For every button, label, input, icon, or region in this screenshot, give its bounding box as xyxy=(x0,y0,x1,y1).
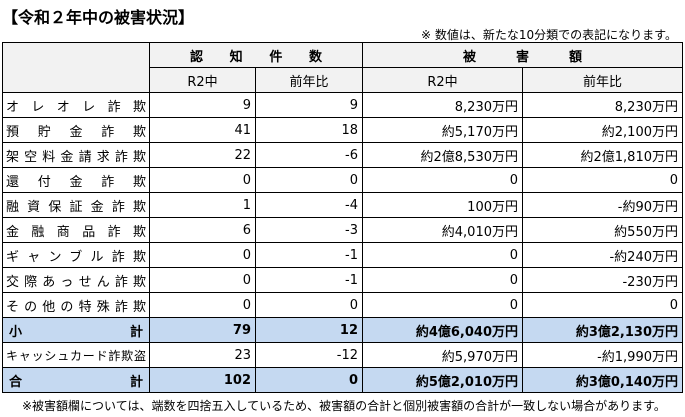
cell: 約5億2,010万円 xyxy=(362,367,523,393)
cell: 0 xyxy=(522,167,683,193)
cell: 約5,970万円 xyxy=(362,342,523,368)
note: ※ 数値は、新たな10分類での表記になります。 xyxy=(421,28,677,42)
cell: 0 xyxy=(149,267,256,293)
cell: -4 xyxy=(255,192,363,218)
table-row: 交際あっせん詐欺 0 -1 0 -230万円 xyxy=(2,267,683,293)
table-row: 合計 102 0 約5億2,010万円 約3億0,140万円 xyxy=(2,367,683,393)
sub-header: 前年比 xyxy=(255,67,363,93)
row-label: 還付金詐欺 xyxy=(2,167,150,193)
cell: 8,230万円 xyxy=(362,92,523,118)
cell: 100万円 xyxy=(362,192,523,218)
table-row: その他の特殊詐欺 0 0 0 0 xyxy=(2,292,683,318)
sub-header: R2中 xyxy=(149,67,256,93)
cell: 0 xyxy=(362,167,523,193)
cell: -1 xyxy=(255,242,363,268)
cell: 約3億0,140万円 xyxy=(522,367,683,393)
row-label: 小計 xyxy=(2,317,150,343)
cell: -12 xyxy=(255,342,363,368)
cell: 23 xyxy=(149,342,256,368)
cell: 0 xyxy=(255,292,363,318)
row-label: ギャンブル詐欺 xyxy=(2,242,150,268)
row-label: 架空料金請求詐欺 xyxy=(2,142,150,168)
cell: 79 xyxy=(149,317,256,343)
cell: 約550万円 xyxy=(522,217,683,243)
table-row: 預貯金詐欺 41 18 約5,170万円 約2,100万円 xyxy=(2,117,683,143)
cell: 0 xyxy=(149,242,256,268)
group-header: 被害額 xyxy=(362,42,683,68)
row-label: 合計 xyxy=(2,367,150,393)
table-row: ギャンブル詐欺 0 -1 0 -約240万円 xyxy=(2,242,683,268)
table-row: オレオレ詐欺 9 9 8,230万円 8,230万円 xyxy=(2,92,683,118)
sub-header: R2中 xyxy=(362,67,523,93)
cell: 0 xyxy=(522,292,683,318)
row-label: その他の特殊詐欺 xyxy=(2,292,150,318)
cell: 約4,010万円 xyxy=(362,217,523,243)
row-label: 金融商品詐欺 xyxy=(2,217,150,243)
cell: -1 xyxy=(255,267,363,293)
cell: 9 xyxy=(149,92,256,118)
corner-cell xyxy=(2,42,150,93)
cell: 102 xyxy=(149,367,256,393)
cell: 9 xyxy=(255,92,363,118)
table-row: 架空料金請求詐欺 22 -6 約2億8,530万円 約2億1,810万円 xyxy=(2,142,683,168)
row-label: 交際あっせん詐欺 xyxy=(2,267,150,293)
cell: 41 xyxy=(149,117,256,143)
sub-header: 前年比 xyxy=(522,67,683,93)
cell: 22 xyxy=(149,142,256,168)
cell: 0 xyxy=(149,167,256,193)
cell: 約5,170万円 xyxy=(362,117,523,143)
group-header: 認知件数 xyxy=(149,42,363,68)
table-row: 還付金詐欺 0 0 0 0 xyxy=(2,167,683,193)
cell: 8,230万円 xyxy=(522,92,683,118)
cell: 6 xyxy=(149,217,256,243)
table-row: 小計 79 12 約4億6,040万円 約3億2,130万円 xyxy=(2,317,683,343)
cell: -3 xyxy=(255,217,363,243)
cell: 0 xyxy=(362,267,523,293)
cell: 0 xyxy=(255,167,363,193)
table-row: キャッシュカード詐欺盗 23 -12 約5,970万円 -約1,990万円 xyxy=(2,342,683,368)
cell: 約2億1,810万円 xyxy=(522,142,683,168)
cell: 0 xyxy=(362,242,523,268)
cell: 1 xyxy=(149,192,256,218)
row-label: オレオレ詐欺 xyxy=(2,92,150,118)
cell: 約2億8,530万円 xyxy=(362,142,523,168)
row-label: 預貯金詐欺 xyxy=(2,117,150,143)
cell: 12 xyxy=(255,317,363,343)
cell: 約2,100万円 xyxy=(522,117,683,143)
cell: -230万円 xyxy=(522,267,683,293)
cell: 0 xyxy=(255,367,363,393)
cell: 約3億2,130万円 xyxy=(522,317,683,343)
footer-note: ※被害額欄については、端数を四捨五入しているため、被害額の合計と個別被害額の合計… xyxy=(22,399,666,413)
cell: -6 xyxy=(255,142,363,168)
cell: 0 xyxy=(362,292,523,318)
cell: 0 xyxy=(149,292,256,318)
cell: 約4億6,040万円 xyxy=(362,317,523,343)
table-row: 金融商品詐欺 6 -3 約4,010万円 約550万円 xyxy=(2,217,683,243)
cell: -約90万円 xyxy=(522,192,683,218)
row-label: キャッシュカード詐欺盗 xyxy=(2,342,150,368)
row-label: 融資保証金詐欺 xyxy=(2,192,150,218)
title: 【令和２年中の被害状況】 xyxy=(2,8,195,27)
cell: -約240万円 xyxy=(522,242,683,268)
damage-table: 認知件数 被害額 R2中 前年比 R2中 前年比 オレオレ詐欺 9 9 8,230万円 8,2… xyxy=(2,42,683,393)
cell: -約1,990万円 xyxy=(522,342,683,368)
cell: 18 xyxy=(255,117,363,143)
table-row: 融資保証金詐欺 1 -4 100万円 -約90万円 xyxy=(2,192,683,218)
